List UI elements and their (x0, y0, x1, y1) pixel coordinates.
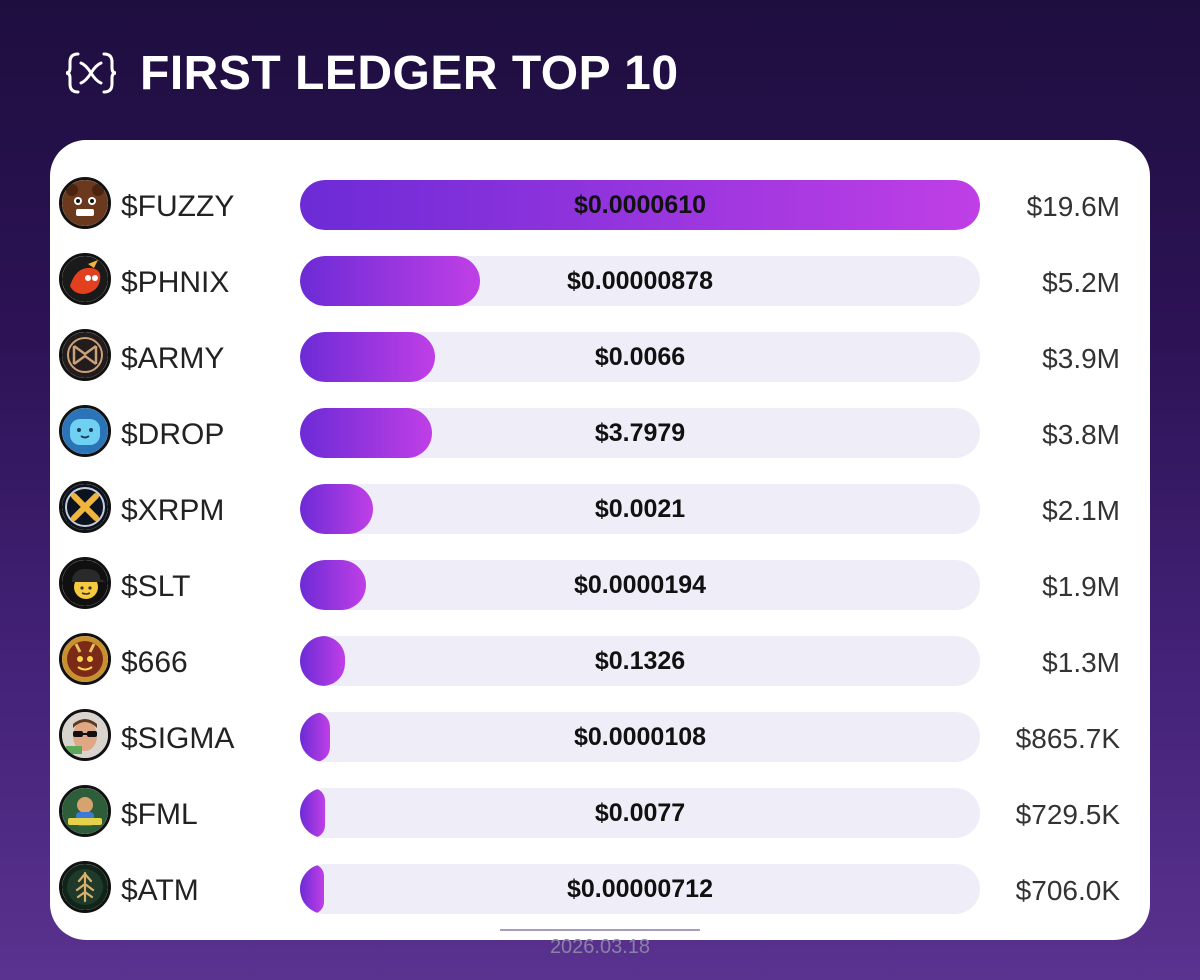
market-cap-label: $3.8M (1042, 419, 1120, 450)
token-ticker: $PHNIX (121, 266, 230, 299)
footer-divider (500, 929, 700, 931)
army-emblem-icon (59, 329, 111, 381)
market-cap-label: $865.7K (1015, 723, 1120, 754)
xrpm-x-icon (59, 481, 111, 533)
price-label: $0.00000712 (567, 875, 713, 903)
token-ticker: $XRPM (121, 494, 225, 527)
token-ticker: $DROP (121, 418, 225, 451)
chart-row: $666 $0.1326 $1.3M (50, 621, 1150, 697)
header: FIRST LEDGER TOP 10 (64, 42, 679, 104)
drop-blob-icon (59, 405, 111, 457)
bar (300, 408, 432, 458)
demon-face-icon (59, 633, 111, 685)
bar-track: $0.0000610 (300, 180, 980, 230)
bar (300, 636, 346, 686)
token-ticker: $SLT (121, 570, 191, 603)
bar (300, 180, 980, 230)
token-ticker: $FUZZY (121, 190, 235, 223)
price-label: $0.0000108 (573, 723, 707, 751)
bar-track: $0.0000108 (300, 712, 980, 762)
price-label: $0.0077 (594, 799, 686, 827)
chart-row: $DROP $3.7979 $3.8M (50, 393, 1150, 469)
phoenix-bird-icon (59, 253, 111, 305)
price-label: $0.1326 (594, 647, 686, 675)
price-label: $3.7979 (594, 419, 686, 447)
price-label: $0.0021 (594, 495, 686, 523)
bar (300, 560, 366, 610)
bar-track: $0.0066 (300, 332, 980, 382)
price-label: $0.0066 (594, 343, 686, 371)
bar (300, 256, 481, 306)
florida-man-icon (59, 785, 111, 837)
bar (300, 484, 373, 534)
token-ticker: $666 (121, 646, 188, 679)
chart-row: $SIGMA $0.0000108 $865.7K (50, 697, 1150, 773)
chart-row: $FUZZY $0.0000610 $19.6M (50, 165, 1150, 241)
chart-row: $SLT $0.0000194 $1.9M (50, 545, 1150, 621)
atm-leaf-icon (59, 861, 111, 913)
bar-track: $0.00000712 (300, 864, 980, 914)
footer-date: 2026.03.18 (549, 936, 651, 958)
market-cap-label: $5.2M (1042, 267, 1120, 298)
bar-track: $3.7979 (300, 408, 980, 458)
token-ticker: $FML (121, 798, 198, 831)
market-cap-label: $1.3M (1042, 647, 1120, 678)
token-ticker: $ARMY (121, 342, 225, 375)
chart-row: $FML $0.0077 $729.5K (50, 773, 1150, 849)
market-cap-label: $706.0K (1015, 875, 1120, 906)
chart-panel: $FUZZY $0.0000610 $19.6M $PHNIX $0.00000878 $… (50, 140, 1150, 940)
market-cap-label: $1.9M (1042, 571, 1120, 602)
chart-row: $ARMY $0.0066 $3.9M (50, 317, 1150, 393)
bar (300, 788, 326, 838)
page-title: FIRST LEDGER TOP 10 (140, 46, 679, 100)
token-ticker: $SIGMA (121, 722, 235, 755)
bar-track: $0.0021 (300, 484, 980, 534)
bar (300, 332, 436, 382)
market-cap-label: $3.9M (1042, 343, 1120, 374)
market-cap-label: $2.1M (1042, 495, 1120, 526)
token-ticker: $ATM (121, 874, 199, 907)
market-cap-label: $19.6M (1026, 191, 1120, 222)
price-label: $0.00000878 (567, 267, 713, 295)
bear-face-icon (59, 177, 111, 229)
xrpl-logo-icon (65, 52, 117, 94)
bar (300, 712, 331, 762)
cap-emoji-icon (59, 557, 111, 609)
chart-row: $XRPM $0.0021 $2.1M (50, 469, 1150, 545)
price-label: $0.0000610 (573, 191, 707, 219)
market-cap-label: $729.5K (1015, 799, 1120, 830)
bar-track: $0.1326 (300, 636, 980, 686)
price-label: $0.0000194 (573, 571, 707, 599)
sunglasses-man-icon (59, 709, 111, 761)
bar-track: $0.0000194 (300, 560, 980, 610)
bar (300, 864, 325, 914)
chart-row: $ATM $0.00000712 $706.0K (50, 849, 1150, 925)
bar-track: $0.00000878 (300, 256, 980, 306)
bar-track: $0.0077 (300, 788, 980, 838)
chart-row: $PHNIX $0.00000878 $5.2M (50, 241, 1150, 317)
